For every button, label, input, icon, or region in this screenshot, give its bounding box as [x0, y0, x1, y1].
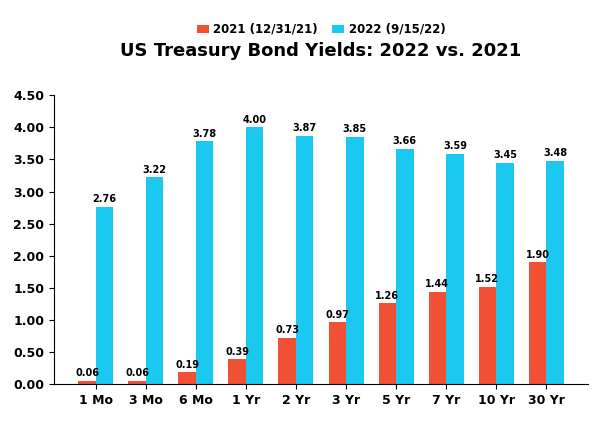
Bar	[496, 162, 514, 384]
Text: 3.87: 3.87	[293, 123, 317, 133]
Bar	[546, 161, 564, 384]
Bar	[446, 153, 464, 384]
Text: 1.52: 1.52	[475, 274, 499, 284]
Bar	[178, 372, 196, 384]
Bar	[229, 359, 246, 384]
Bar	[329, 322, 346, 384]
Bar	[78, 381, 96, 384]
Bar	[379, 303, 396, 384]
Legend: 2021 (12/31/21), 2022 (9/15/22): 2021 (12/31/21), 2022 (9/15/22)	[197, 23, 445, 36]
Bar	[128, 381, 146, 384]
Text: 3.48: 3.48	[543, 148, 567, 158]
Text: 2.76: 2.76	[92, 194, 116, 204]
Text: 3.45: 3.45	[493, 150, 517, 160]
Bar	[396, 149, 413, 384]
Text: 0.06: 0.06	[125, 368, 149, 378]
Text: 4.00: 4.00	[242, 114, 266, 124]
Text: 3.59: 3.59	[443, 141, 467, 151]
Text: 0.19: 0.19	[175, 360, 199, 370]
Bar	[296, 136, 313, 384]
Text: 1.26: 1.26	[376, 291, 400, 301]
Bar	[146, 178, 163, 384]
Bar	[428, 292, 446, 384]
Text: 0.39: 0.39	[225, 347, 249, 357]
Bar	[96, 207, 113, 384]
Text: 1.44: 1.44	[425, 279, 449, 289]
Bar	[278, 337, 296, 384]
Bar	[196, 141, 214, 384]
Bar	[346, 137, 364, 384]
Bar	[246, 127, 263, 384]
Text: 3.66: 3.66	[393, 137, 417, 146]
Text: 0.06: 0.06	[75, 368, 99, 378]
Title: US Treasury Bond Yields: 2022 vs. 2021: US Treasury Bond Yields: 2022 vs. 2021	[121, 42, 521, 60]
Text: 0.73: 0.73	[275, 325, 299, 335]
Text: 3.78: 3.78	[193, 129, 217, 139]
Text: 3.85: 3.85	[343, 124, 367, 134]
Bar	[529, 262, 546, 384]
Text: 3.22: 3.22	[143, 165, 167, 175]
Bar	[479, 287, 496, 384]
Text: 1.90: 1.90	[526, 250, 550, 260]
Text: 0.97: 0.97	[325, 309, 349, 320]
